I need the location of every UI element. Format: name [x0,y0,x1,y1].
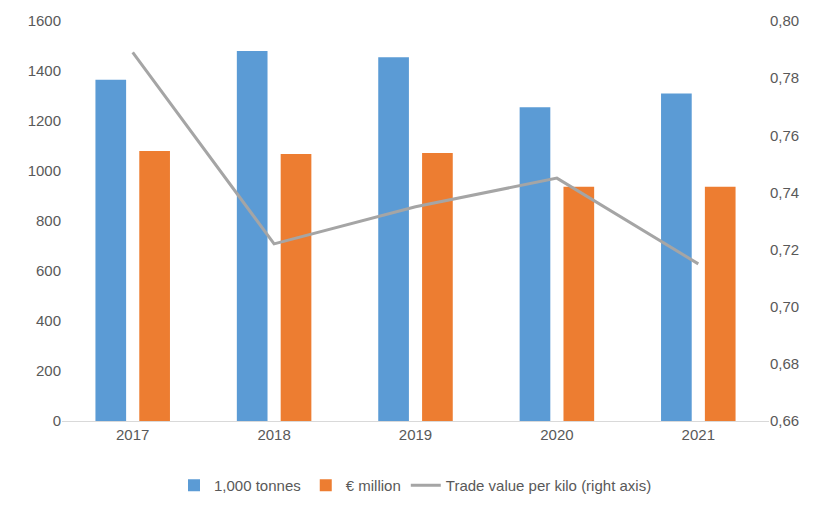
svg-text:0,76: 0,76 [770,127,799,144]
svg-text:200: 200 [36,362,61,379]
svg-text:1400: 1400 [28,62,61,79]
svg-text:2017: 2017 [116,426,149,443]
svg-text:0,78: 0,78 [770,69,799,86]
svg-text:400: 400 [36,312,61,329]
svg-text:0,66: 0,66 [770,412,799,429]
svg-text:0,70: 0,70 [770,298,799,315]
svg-text:1200: 1200 [28,112,61,129]
svg-text:2018: 2018 [257,426,290,443]
svg-text:1000: 1000 [28,162,61,179]
svg-text:2020: 2020 [540,426,573,443]
svg-text:0: 0 [53,412,61,429]
svg-text:€ million: € million [346,477,401,494]
svg-text:0,80: 0,80 [770,12,799,29]
svg-text:Trade value per kilo (right ax: Trade value per kilo (right axis) [446,477,651,494]
svg-text:1600: 1600 [28,12,61,29]
svg-text:800: 800 [36,212,61,229]
svg-text:0,74: 0,74 [770,184,799,201]
svg-text:600: 600 [36,262,61,279]
svg-text:2019: 2019 [399,426,432,443]
svg-text:0,72: 0,72 [770,241,799,258]
svg-text:1,000 tonnes: 1,000 tonnes [214,477,301,494]
svg-text:0,68: 0,68 [770,355,799,372]
svg-text:2021: 2021 [682,426,715,443]
